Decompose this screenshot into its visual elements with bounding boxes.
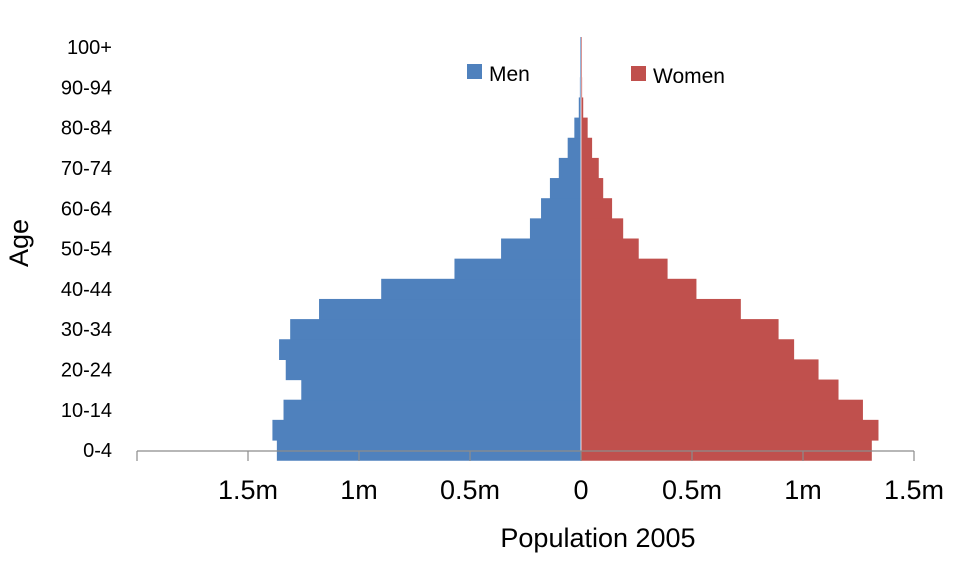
y-tick-label-30-34: 30-34 bbox=[61, 319, 112, 341]
bar-women-25-29 bbox=[581, 339, 795, 360]
bar-women-55-59 bbox=[581, 218, 624, 240]
bar-women-60-64 bbox=[581, 198, 613, 219]
bar-women-100plus bbox=[581, 37, 582, 58]
bar-men-30-34 bbox=[290, 319, 581, 340]
bar-women-0-4 bbox=[581, 440, 872, 461]
bar-women-75-79 bbox=[581, 137, 593, 159]
bar-women-95-99 bbox=[581, 57, 582, 78]
bar-men-50-54 bbox=[501, 238, 581, 260]
bar-women-90-94 bbox=[581, 77, 583, 99]
bar-men-80-84 bbox=[574, 117, 581, 139]
men-bars bbox=[272, 37, 581, 461]
bar-men-60-64 bbox=[541, 198, 581, 219]
y-tick-label-50-54: 50-54 bbox=[61, 239, 112, 261]
legend-label-women: Women bbox=[653, 65, 725, 88]
bar-men-40-44 bbox=[381, 278, 581, 300]
x-tick-label-0: 0 bbox=[573, 475, 588, 505]
y-tick-label-10-14: 10-14 bbox=[61, 400, 112, 422]
bar-women-20-24 bbox=[581, 359, 819, 381]
y-tick-label-100plus: 100+ bbox=[67, 37, 112, 59]
legend-swatch-men bbox=[467, 64, 482, 79]
bar-women-40-44 bbox=[581, 278, 697, 300]
bar-men-75-79 bbox=[567, 137, 581, 159]
x-tick-label-neg-1m: 1m bbox=[340, 475, 378, 505]
y-tick-label-70-74: 70-74 bbox=[61, 158, 112, 180]
legend-label-men: Men bbox=[489, 63, 530, 86]
bar-men-20-24 bbox=[285, 359, 581, 381]
bar-women-85-89 bbox=[581, 97, 584, 119]
bar-women-15-19 bbox=[581, 379, 839, 401]
y-axis-title: Age bbox=[4, 219, 34, 267]
legend-swatch-women bbox=[631, 66, 646, 81]
bar-men-95-99 bbox=[580, 57, 581, 78]
x-tick-label-pos-1-5m: 1.5m bbox=[884, 475, 944, 505]
bar-men-35-39 bbox=[319, 298, 581, 320]
bar-women-30-34 bbox=[581, 319, 779, 340]
legend: Men Women bbox=[467, 63, 725, 88]
bar-women-70-74 bbox=[581, 157, 599, 179]
bar-men-85-89 bbox=[578, 97, 581, 119]
x-axis bbox=[136, 450, 915, 461]
bar-men-70-74 bbox=[558, 157, 581, 179]
y-axis-ticks: 100+ 90-94 80-84 70-74 60-64 50-54 40-44 30-34 2… bbox=[61, 37, 112, 462]
bar-women-10-14 bbox=[581, 399, 863, 421]
bar-men-15-19 bbox=[301, 379, 581, 401]
bar-women-45-49 bbox=[581, 258, 668, 280]
y-tick-label-60-64: 60-64 bbox=[61, 198, 112, 220]
x-axis-title: Population 2005 bbox=[500, 523, 695, 553]
bar-men-5-9 bbox=[272, 419, 581, 441]
bar-men-100plus bbox=[580, 37, 581, 58]
y-tick-label-80-84: 80-84 bbox=[61, 118, 112, 140]
bar-women-50-54 bbox=[581, 238, 639, 260]
bar-women-5-9 bbox=[581, 419, 879, 441]
bar-women-80-84 bbox=[581, 117, 588, 139]
bar-women-35-39 bbox=[581, 298, 741, 320]
y-tick-label-0-4: 0-4 bbox=[83, 440, 112, 462]
bar-men-65-69 bbox=[549, 178, 581, 199]
y-tick-label-90-94: 90-94 bbox=[61, 77, 112, 99]
bar-men-45-49 bbox=[454, 258, 581, 280]
x-tick-label-neg-1-5m: 1.5m bbox=[218, 475, 278, 505]
bar-men-0-4 bbox=[276, 440, 581, 461]
bar-women-65-69 bbox=[581, 178, 604, 199]
x-tick-label-pos-1m: 1m bbox=[784, 475, 822, 505]
x-tick-label-neg-0-5m: 0.5m bbox=[440, 475, 500, 505]
x-tick-label-pos-0-5m: 0.5m bbox=[662, 475, 722, 505]
bar-men-90-94 bbox=[579, 77, 581, 99]
bar-men-25-29 bbox=[279, 339, 581, 360]
women-bars bbox=[580, 37, 879, 461]
bar-men-55-59 bbox=[529, 218, 581, 240]
bar-men-10-14 bbox=[283, 399, 581, 421]
x-axis-ticks: 1.5m 1m 0.5m 0 0.5m 1m 1.5m bbox=[218, 475, 944, 505]
y-tick-label-40-44: 40-44 bbox=[61, 279, 112, 301]
y-tick-label-20-24: 20-24 bbox=[61, 359, 112, 381]
